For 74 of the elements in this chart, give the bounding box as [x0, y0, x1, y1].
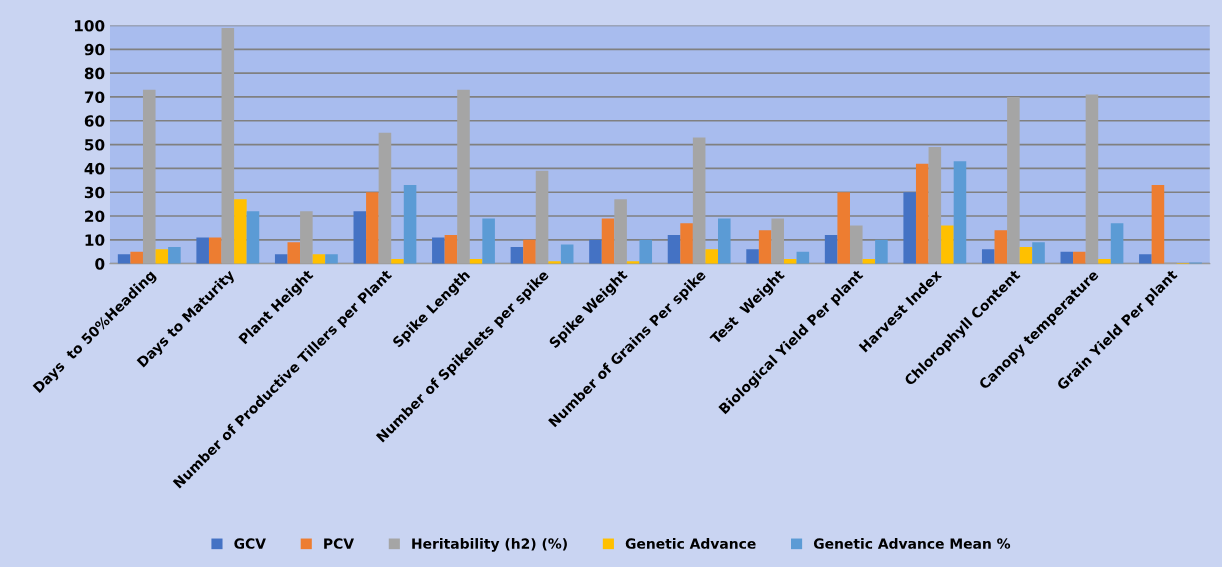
bar — [353, 211, 367, 264]
bar — [1007, 96, 1020, 264]
bar — [168, 246, 181, 264]
legend-label: PCV — [324, 538, 354, 549]
y-tick-label: 30 — [84, 186, 105, 199]
bar — [928, 146, 942, 264]
legend-label: Genetic Advance Mean % — [813, 538, 1011, 549]
y-tick-label: 60 — [84, 115, 105, 127]
bar — [560, 244, 574, 264]
bar — [221, 27, 235, 264]
bar — [196, 237, 209, 264]
bar — [994, 230, 1008, 264]
bar — [1139, 254, 1152, 264]
legend-label: GCV — [234, 538, 266, 549]
bar — [746, 249, 759, 264]
bar — [208, 237, 222, 264]
bar — [535, 170, 549, 264]
bar — [325, 254, 338, 264]
bar — [444, 235, 458, 264]
bar — [366, 192, 379, 264]
bar — [849, 225, 863, 264]
bar — [667, 235, 681, 264]
y-tick-label: 70 — [84, 91, 105, 103]
bar — [692, 137, 706, 264]
bar — [403, 185, 417, 264]
bar — [155, 249, 169, 264]
bar — [705, 249, 719, 264]
y-tick-label: 40 — [84, 162, 105, 175]
bar — [981, 249, 995, 264]
bar — [1019, 246, 1033, 264]
legend-label: Heritability (h2) (%) — [412, 538, 567, 552]
bar — [482, 218, 495, 264]
bar — [601, 218, 615, 264]
y-tick-label: 20 — [85, 210, 105, 223]
bar — [312, 254, 326, 264]
y-tick-label: 90 — [84, 43, 105, 56]
bar — [941, 225, 954, 264]
bar — [824, 235, 838, 264]
bar — [457, 89, 470, 264]
bar — [274, 254, 288, 264]
y-tick-label: 80 — [84, 67, 105, 80]
bar — [287, 242, 301, 264]
bar — [903, 192, 916, 264]
bar — [953, 161, 967, 264]
bar — [680, 223, 693, 264]
y-tick-label: 50 — [85, 139, 105, 151]
bar — [589, 239, 602, 264]
bar — [1151, 185, 1165, 264]
bar — [1073, 251, 1086, 264]
bar — [915, 163, 929, 264]
bar — [117, 254, 131, 264]
bar — [1110, 223, 1124, 264]
bar — [510, 246, 524, 264]
bar — [614, 199, 627, 264]
legend-label: Genetic Advance — [625, 538, 756, 549]
bar — [130, 251, 143, 264]
y-tick-label: 10 — [85, 234, 105, 246]
bar — [1085, 94, 1099, 264]
bar — [771, 218, 784, 264]
bar — [758, 230, 772, 264]
bar — [837, 192, 850, 264]
bar — [523, 239, 536, 264]
bar — [300, 211, 313, 264]
bar — [378, 132, 392, 264]
y-tick-label: 100 — [74, 19, 105, 32]
bar — [875, 239, 888, 264]
bar — [246, 211, 260, 264]
bar — [639, 239, 653, 264]
bar — [718, 218, 731, 264]
bar — [432, 237, 445, 264]
bar — [234, 199, 247, 264]
y-tick-label: 0 — [95, 258, 105, 270]
bar — [142, 89, 156, 264]
bar — [1032, 242, 1045, 264]
